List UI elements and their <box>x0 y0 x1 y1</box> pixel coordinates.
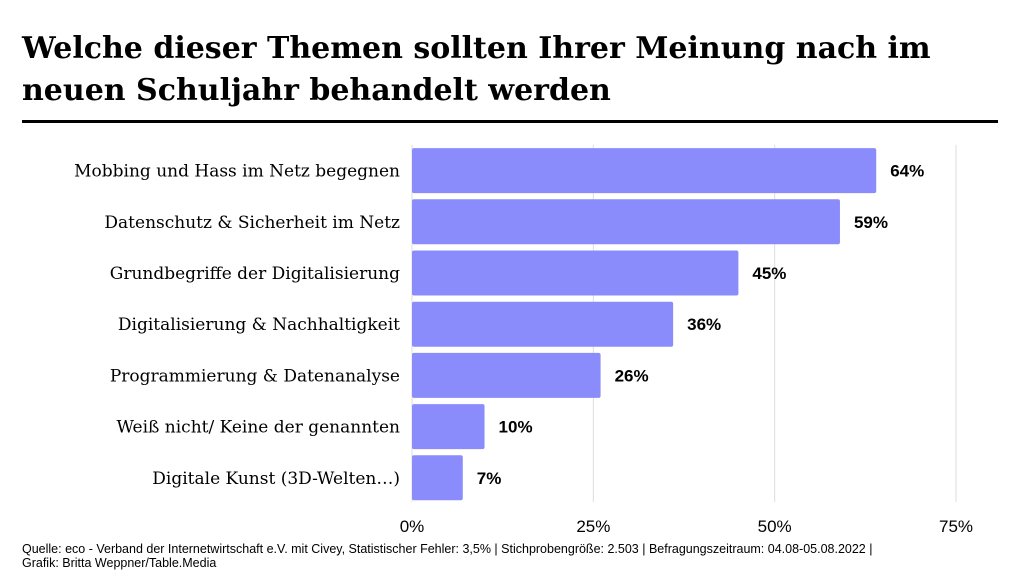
category-label: Datenschutz & Sicherheit im Netz <box>104 213 400 233</box>
category-label: Digitale Kunst (3D-Welten…) <box>152 469 400 489</box>
bar-2 <box>412 199 840 245</box>
bar-3 <box>412 250 739 296</box>
value-label: 10% <box>499 418 533 437</box>
bar-4 <box>412 301 674 347</box>
value-label: 7% <box>477 469 502 488</box>
chart-title: Welche dieser Themen sollten Ihrer Meinu… <box>22 31 931 108</box>
x-tick-label: 75% <box>939 517 973 536</box>
value-label: 26% <box>615 366 649 385</box>
bar-1 <box>412 148 877 194</box>
category-label: Digitalisierung & Nachhaltigkeit <box>118 315 400 335</box>
category-label: Grundbegriffe der Digitalisierung <box>110 264 400 284</box>
value-label: 64% <box>890 162 924 181</box>
x-tick-label: 50% <box>758 517 792 536</box>
value-label: 59% <box>854 213 888 232</box>
bar-7 <box>412 455 463 501</box>
category-label: Mobbing und Hass im Netz begegnen <box>74 162 400 182</box>
bar-6 <box>412 404 485 450</box>
x-tick-label: 25% <box>576 517 610 536</box>
credit-note: Grafik: Britta Weppner/Table.Media <box>22 556 217 570</box>
category-label: Weiß nicht/ Keine der genannten <box>116 418 400 438</box>
bar-5 <box>412 352 601 398</box>
category-label: Programmierung & Datenanalyse <box>110 366 400 386</box>
source-note: Quelle: eco - Verband der Internetwirtsc… <box>22 542 873 556</box>
footer: Quelle: eco - Verband der Internetwirtsc… <box>22 542 1012 570</box>
value-label: 36% <box>687 315 721 334</box>
bar-chart: Mobbing und Hass im Netz begegnen 64% Date… <box>74 145 973 536</box>
value-label: 45% <box>752 264 786 283</box>
title-divider <box>22 120 998 123</box>
x-tick-label: 0% <box>400 517 425 536</box>
